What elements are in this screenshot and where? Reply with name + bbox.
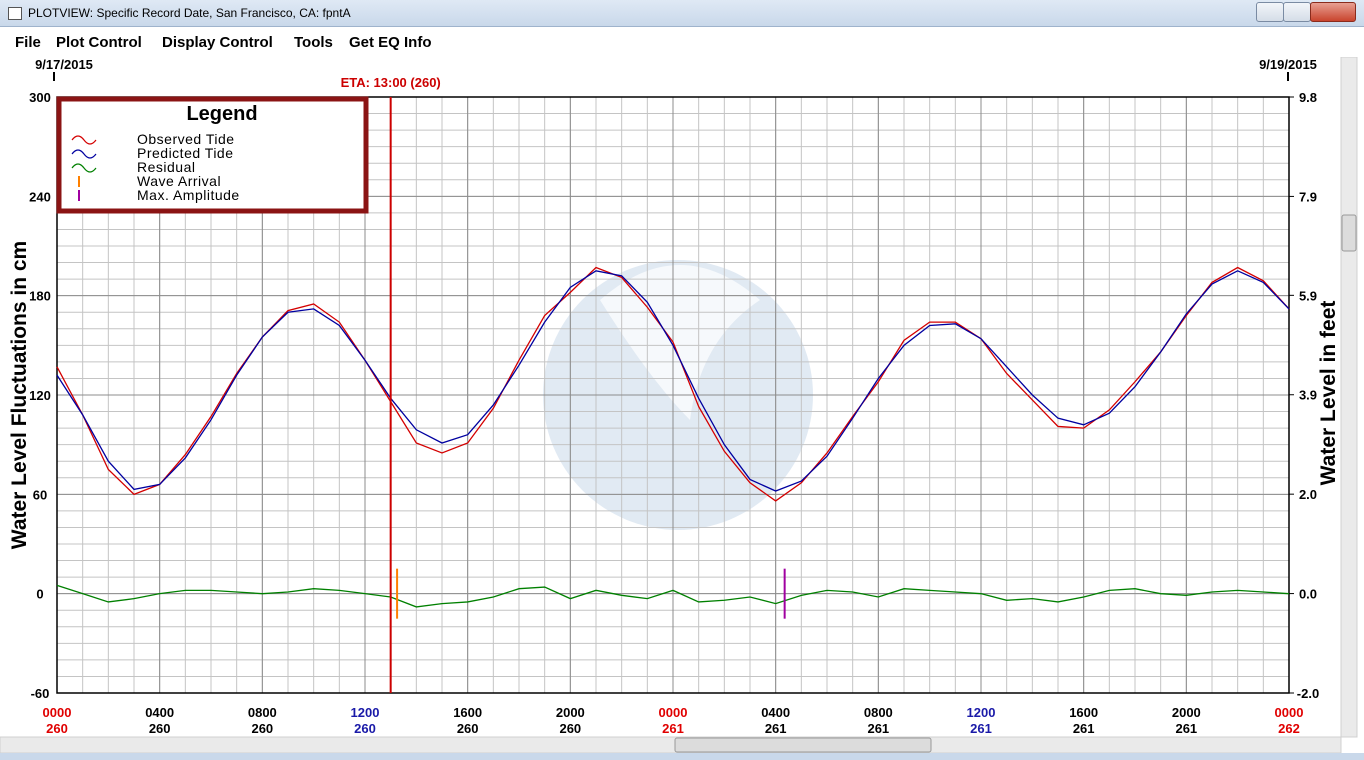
- menu-bar: File Plot Control Display Control Tools …: [0, 27, 1364, 57]
- x-tick-day: 261: [1073, 721, 1095, 736]
- legend-title: Legend: [186, 103, 257, 125]
- title-bar: PLOTVIEW: Specific Record Date, San Fran…: [0, 0, 1364, 27]
- plot-frame: [56, 96, 1290, 694]
- y2-tick-label: 3.9: [1299, 388, 1317, 403]
- x-tick-label: 1200: [351, 705, 380, 720]
- x-tick-day: 261: [867, 721, 889, 736]
- y-tick-label: 240: [29, 189, 51, 204]
- x-tick-day: 261: [1175, 721, 1197, 736]
- horizontal-scroll-thumb[interactable]: [674, 737, 932, 753]
- y-tick-label: 120: [29, 388, 51, 403]
- y2-tick-label: 2.0: [1299, 487, 1317, 502]
- legend-entry: Wave Arrival: [137, 173, 221, 189]
- x-tick-day: 261: [970, 721, 992, 736]
- legend-symbol: [71, 149, 97, 159]
- y2-axis-label: Water Level in feet: [1317, 301, 1340, 486]
- watermark-bird: [600, 265, 760, 420]
- x-tick-label: 0000: [43, 705, 72, 720]
- x-tick-day: 260: [354, 721, 376, 736]
- x-tick-label: 0000: [1275, 705, 1304, 720]
- vertical-scrollbar[interactable]: [1340, 56, 1358, 738]
- menu-item[interactable]: Tools: [294, 34, 333, 51]
- x-tick-label: 2000: [556, 705, 585, 720]
- x-tick-label: 0400: [761, 705, 790, 720]
- x-tick-label: 0800: [248, 705, 277, 720]
- x-tick-label: 2000: [1172, 705, 1201, 720]
- window-title: PLOTVIEW: Specific Record Date, San Fran…: [28, 6, 351, 20]
- menu-item[interactable]: Display Control: [162, 34, 273, 51]
- x-tick-label: 1600: [453, 705, 482, 720]
- menu-item[interactable]: Plot Control: [56, 34, 142, 51]
- legend-box: [56, 96, 369, 214]
- y-tick-label: 60: [33, 487, 47, 502]
- window-icon: [8, 7, 22, 20]
- eta-label: ETA: 13:00 (260): [341, 75, 441, 90]
- y-tick-label: 0: [36, 587, 43, 602]
- close-button[interactable]: [1310, 2, 1356, 22]
- minimize-button[interactable]: [1256, 2, 1284, 22]
- start-date: 9/17/2015: [35, 57, 93, 72]
- x-tick-label: 0000: [659, 705, 688, 720]
- legend-entry: Residual: [137, 159, 195, 175]
- y2-tick-label: 7.9: [1299, 189, 1317, 204]
- x-tick-label: 1200: [967, 705, 996, 720]
- y2-tick-label: 0.0: [1299, 587, 1317, 602]
- y2-tick-label: 5.9: [1299, 288, 1317, 303]
- x-tick-day: 262: [1278, 721, 1300, 736]
- x-tick-label: 0800: [864, 705, 893, 720]
- legend-entry: Observed Tide: [137, 131, 235, 147]
- menu-item[interactable]: File: [15, 34, 41, 51]
- legend-entry: Max. Amplitude: [137, 187, 240, 203]
- x-tick-day: 260: [251, 721, 273, 736]
- legend-entry: Predicted Tide: [137, 145, 234, 161]
- y2-tick-label: 9.8: [1299, 90, 1317, 105]
- window-border-bottom: [0, 753, 1364, 760]
- legend-symbol: [71, 135, 97, 145]
- x-tick-day: 260: [149, 721, 171, 736]
- series-line: [56, 584, 1290, 608]
- x-tick-label: 1600: [1069, 705, 1098, 720]
- y-tick-label: 300: [29, 90, 51, 105]
- x-tick-day: 261: [662, 721, 684, 736]
- series-line: [56, 270, 1290, 492]
- menu-item[interactable]: Get EQ Info: [349, 34, 432, 51]
- x-tick-day: 260: [559, 721, 581, 736]
- maximize-button[interactable]: [1283, 2, 1311, 22]
- y-tick-label: -60: [31, 686, 50, 701]
- x-tick-day: 261: [765, 721, 787, 736]
- vertical-scroll-thumb[interactable]: [1341, 214, 1357, 252]
- horizontal-scrollbar[interactable]: [0, 736, 1342, 754]
- x-tick-label: 0400: [145, 705, 174, 720]
- y-tick-label: 180: [29, 289, 51, 304]
- x-tick-day: 260: [46, 721, 68, 736]
- legend-symbol: [71, 163, 97, 173]
- x-tick-day: 260: [457, 721, 479, 736]
- end-date: 9/19/2015: [1259, 57, 1317, 72]
- y-axis-label: Water Level Fluctuations in cm: [8, 241, 31, 549]
- y2-tick-label: -2.0: [1297, 686, 1319, 701]
